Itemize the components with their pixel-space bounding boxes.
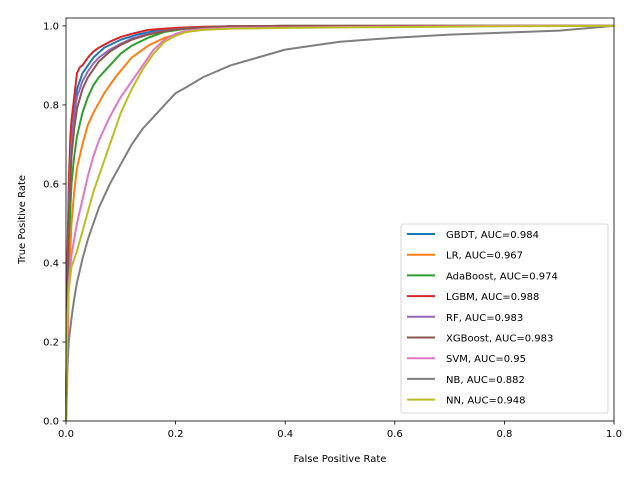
series-line-8 [65,24,615,422]
x-tick-label: 0.8 [496,429,512,440]
x-axis-label: False Positive Rate [294,454,387,465]
x-tick-label: 0.4 [277,429,293,440]
legend-label: NB, AUC=0.882 [446,375,525,386]
y-tick-label: 0.8 [43,100,59,111]
y-tick-label: 0.6 [43,179,59,190]
legend-label: SVM, AUC=0.95 [446,354,526,365]
y-axis-ticks: 0.0 0.2 0.4 0.6 0.8 1.0 [43,21,66,428]
x-axis-ticks: 0.0 0.2 0.4 0.6 0.8 1.0 [58,421,622,440]
legend-label: LR, AUC=0.967 [446,251,523,262]
axes-frame [65,17,615,422]
x-tick-label: 1.0 [606,429,622,440]
legend-label: AdaBoost, AUC=0.974 [446,271,558,282]
legend-label: RF, AUC=0.983 [446,313,523,324]
x-tick-label: 0.0 [58,429,74,440]
x-tick-label: 0.2 [168,429,184,440]
legend-box [400,223,609,414]
x-tick-label: 0.6 [387,429,403,440]
legend-label: LGBM, AUC=0.988 [446,292,539,303]
series-lines [65,24,615,422]
series-line-7 [65,24,615,422]
y-tick-label: 1.0 [43,21,59,32]
series-line-5 [65,24,614,422]
legend: GBDT, AUC=0.984 LR, AUC=0.967 AdaBoost, AU… [400,223,609,414]
y-tick-label: 0.2 [43,337,59,348]
y-tick-label: 0.0 [43,417,59,428]
legend-label: XGBoost, AUC=0.983 [446,334,553,345]
legend-label: GBDT, AUC=0.984 [446,230,539,241]
y-tick-label: 0.4 [43,258,59,269]
legend-entries: GBDT, AUC=0.984 LR, AUC=0.967 AdaBoost, AU… [407,230,558,407]
legend-label: NN, AUC=0.948 [446,396,525,407]
y-axis-label: True Positive Rate [17,175,28,265]
